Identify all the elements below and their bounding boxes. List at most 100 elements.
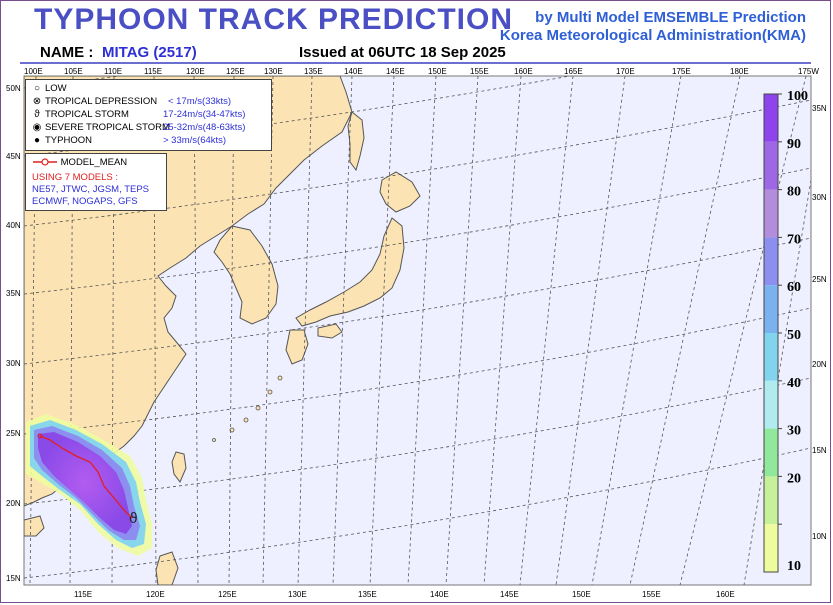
legend-category-item: ○ LOW <box>32 83 67 94</box>
kyushu <box>285 329 309 365</box>
storm-category-icon: ϑ <box>34 109 40 120</box>
legend-category-range: 17-24m/s(34-47kts) <box>163 109 246 120</box>
colorbar-label: 50 <box>787 328 801 343</box>
left-latitude-label: 15N <box>6 574 21 583</box>
credit-line-1: by Multi Model EMSEMBLE Prediction <box>535 9 806 26</box>
top-longitude-label: 175W <box>798 67 819 76</box>
korea-peninsula <box>213 225 279 325</box>
right-latitude-label: 35N <box>812 104 827 113</box>
bottom-longitude-label: 125E <box>218 590 237 599</box>
storm-category-legend: ○ LOW ⊗ TROPICAL DEPRESSION < 17m/s(33kts) ϑ T… <box>25 79 272 151</box>
right-latitude-label: 25N <box>812 275 827 284</box>
bottom-longitude-label: 145E <box>500 590 519 599</box>
right-latitude-label: 10N <box>812 532 827 541</box>
colorbar-label: 20 <box>787 471 801 486</box>
left-latitude-label: 35N <box>6 289 21 298</box>
storm-category-icon: ⊗ <box>32 96 42 107</box>
colorbar-segment <box>764 189 778 238</box>
typhoon-name-label: NAME : <box>40 44 94 61</box>
top-longitude-label: 145E <box>386 67 405 76</box>
issued-time: Issued at 06UTC 18 Sep 2025 <box>299 44 506 61</box>
models-line-1: NE57, JTWC, JGSM, TEPS <box>32 184 150 195</box>
top-longitude-label: 180E <box>730 67 749 76</box>
model-mean-line-icon <box>33 158 57 167</box>
model-legend: MODEL_MEAN USING 7 MODELS : NE57, JTWC, … <box>25 153 167 211</box>
track-point <box>37 433 43 439</box>
legend-category-item: ● TYPHOON <box>32 135 92 146</box>
colorbar-label: 60 <box>787 280 801 295</box>
bottom-longitude-label: 135E <box>358 590 377 599</box>
honshu <box>295 217 405 327</box>
left-latitude-label: 20N <box>6 499 21 508</box>
legend-category-label: SEVERE TROPICAL STORM <box>45 122 170 133</box>
top-longitude-label: 105E <box>64 67 83 76</box>
taiwan <box>171 451 187 483</box>
tropical-storm-icon: ϑ <box>129 511 138 527</box>
left-latitude-label: 25N <box>6 429 21 438</box>
colorbar-label: 30 <box>787 424 801 439</box>
credit-line-2: Korea Meteorological Administration(KMA) <box>499 27 806 44</box>
legend-category-label: LOW <box>45 83 67 94</box>
models-line-2: ECMWF, NOGAPS, GFS <box>32 196 138 207</box>
legend-category-label: TROPICAL STORM <box>45 109 129 120</box>
track-probability-swath <box>26 414 152 556</box>
left-latitude-label: 45N <box>6 152 21 161</box>
top-longitude-label: 175E <box>672 67 691 76</box>
legend-category-range: < 17m/s(33kts) <box>168 96 232 107</box>
bottom-longitude-label: 120E <box>146 590 165 599</box>
ryukyu-islands <box>212 375 283 442</box>
storm-category-icon: ◉ <box>32 122 42 133</box>
header-divider <box>20 62 811 64</box>
right-latitude-label: 30N <box>812 193 827 202</box>
colorbar-label: 40 <box>787 376 801 391</box>
probability-colorbar: 100 90 80 70 60 50 40 30 20 10 <box>763 89 808 574</box>
shikoku <box>317 323 343 339</box>
legend-category-label: TROPICAL DEPRESSION <box>45 96 158 107</box>
top-longitude-label: 130E <box>264 67 283 76</box>
top-longitude-label: 125E <box>226 67 245 76</box>
storm-category-icon: ○ <box>33 83 41 94</box>
left-latitude-label: 50N <box>6 84 21 93</box>
bottom-longitude-label: 140E <box>430 590 449 599</box>
legend-category-range: 25-32m/s(48-63kts) <box>163 122 246 133</box>
top-longitude-label: 140E <box>344 67 363 76</box>
right-latitude-label: 15N <box>812 446 827 455</box>
colorbar-segment <box>764 285 778 333</box>
left-latitude-label: 30N <box>6 359 21 368</box>
colorbar-segment <box>764 141 778 190</box>
colorbar-segment <box>764 333 778 381</box>
top-longitude-label: 165E <box>564 67 583 76</box>
model-mean-label: MODEL_MEAN <box>60 157 128 168</box>
bottom-longitude-label: 130E <box>288 590 307 599</box>
legend-category-label: TYPHOON <box>45 135 92 146</box>
page-title: TYPHOON TRACK PREDICTION <box>34 3 514 36</box>
legend-category-range: > 33m/s(64kts) <box>163 135 227 146</box>
legend-category-item: ⊗ TROPICAL DEPRESSION <box>32 96 157 107</box>
bottom-longitude-label: 115E <box>74 590 93 599</box>
top-longitude-label: 170E <box>616 67 635 76</box>
left-latitude-label: 40N <box>6 221 21 230</box>
hokkaido <box>379 171 421 213</box>
colorbar-segment <box>764 524 778 572</box>
colorbar-segment <box>764 94 778 142</box>
sakhalin <box>347 111 365 172</box>
hainan <box>24 515 45 537</box>
top-longitude-label: 135E <box>304 67 323 76</box>
models-heading: USING 7 MODELS : <box>32 172 119 183</box>
top-longitude-label: 160E <box>514 67 533 76</box>
top-longitude-label: 120E <box>186 67 205 76</box>
colorbar-label: 70 <box>787 232 801 247</box>
top-longitude-label: 110E <box>104 67 123 76</box>
legend-category-item: ϑ TROPICAL STORM <box>32 109 129 120</box>
typhoon-name-value: MITAG (2517) <box>102 44 197 61</box>
top-longitude-label: 150E <box>428 67 447 76</box>
top-longitude-label: 100E <box>24 67 43 76</box>
bottom-longitude-label: 150E <box>572 590 591 599</box>
colorbar-segment <box>764 237 778 286</box>
model-mean-track <box>39 435 133 519</box>
colorbar-label: 10 <box>787 559 801 574</box>
colorbar-label: 80 <box>787 185 801 200</box>
top-longitude-label: 155E <box>470 67 489 76</box>
legend-category-item: ◉ SEVERE TROPICAL STORM <box>32 122 170 133</box>
